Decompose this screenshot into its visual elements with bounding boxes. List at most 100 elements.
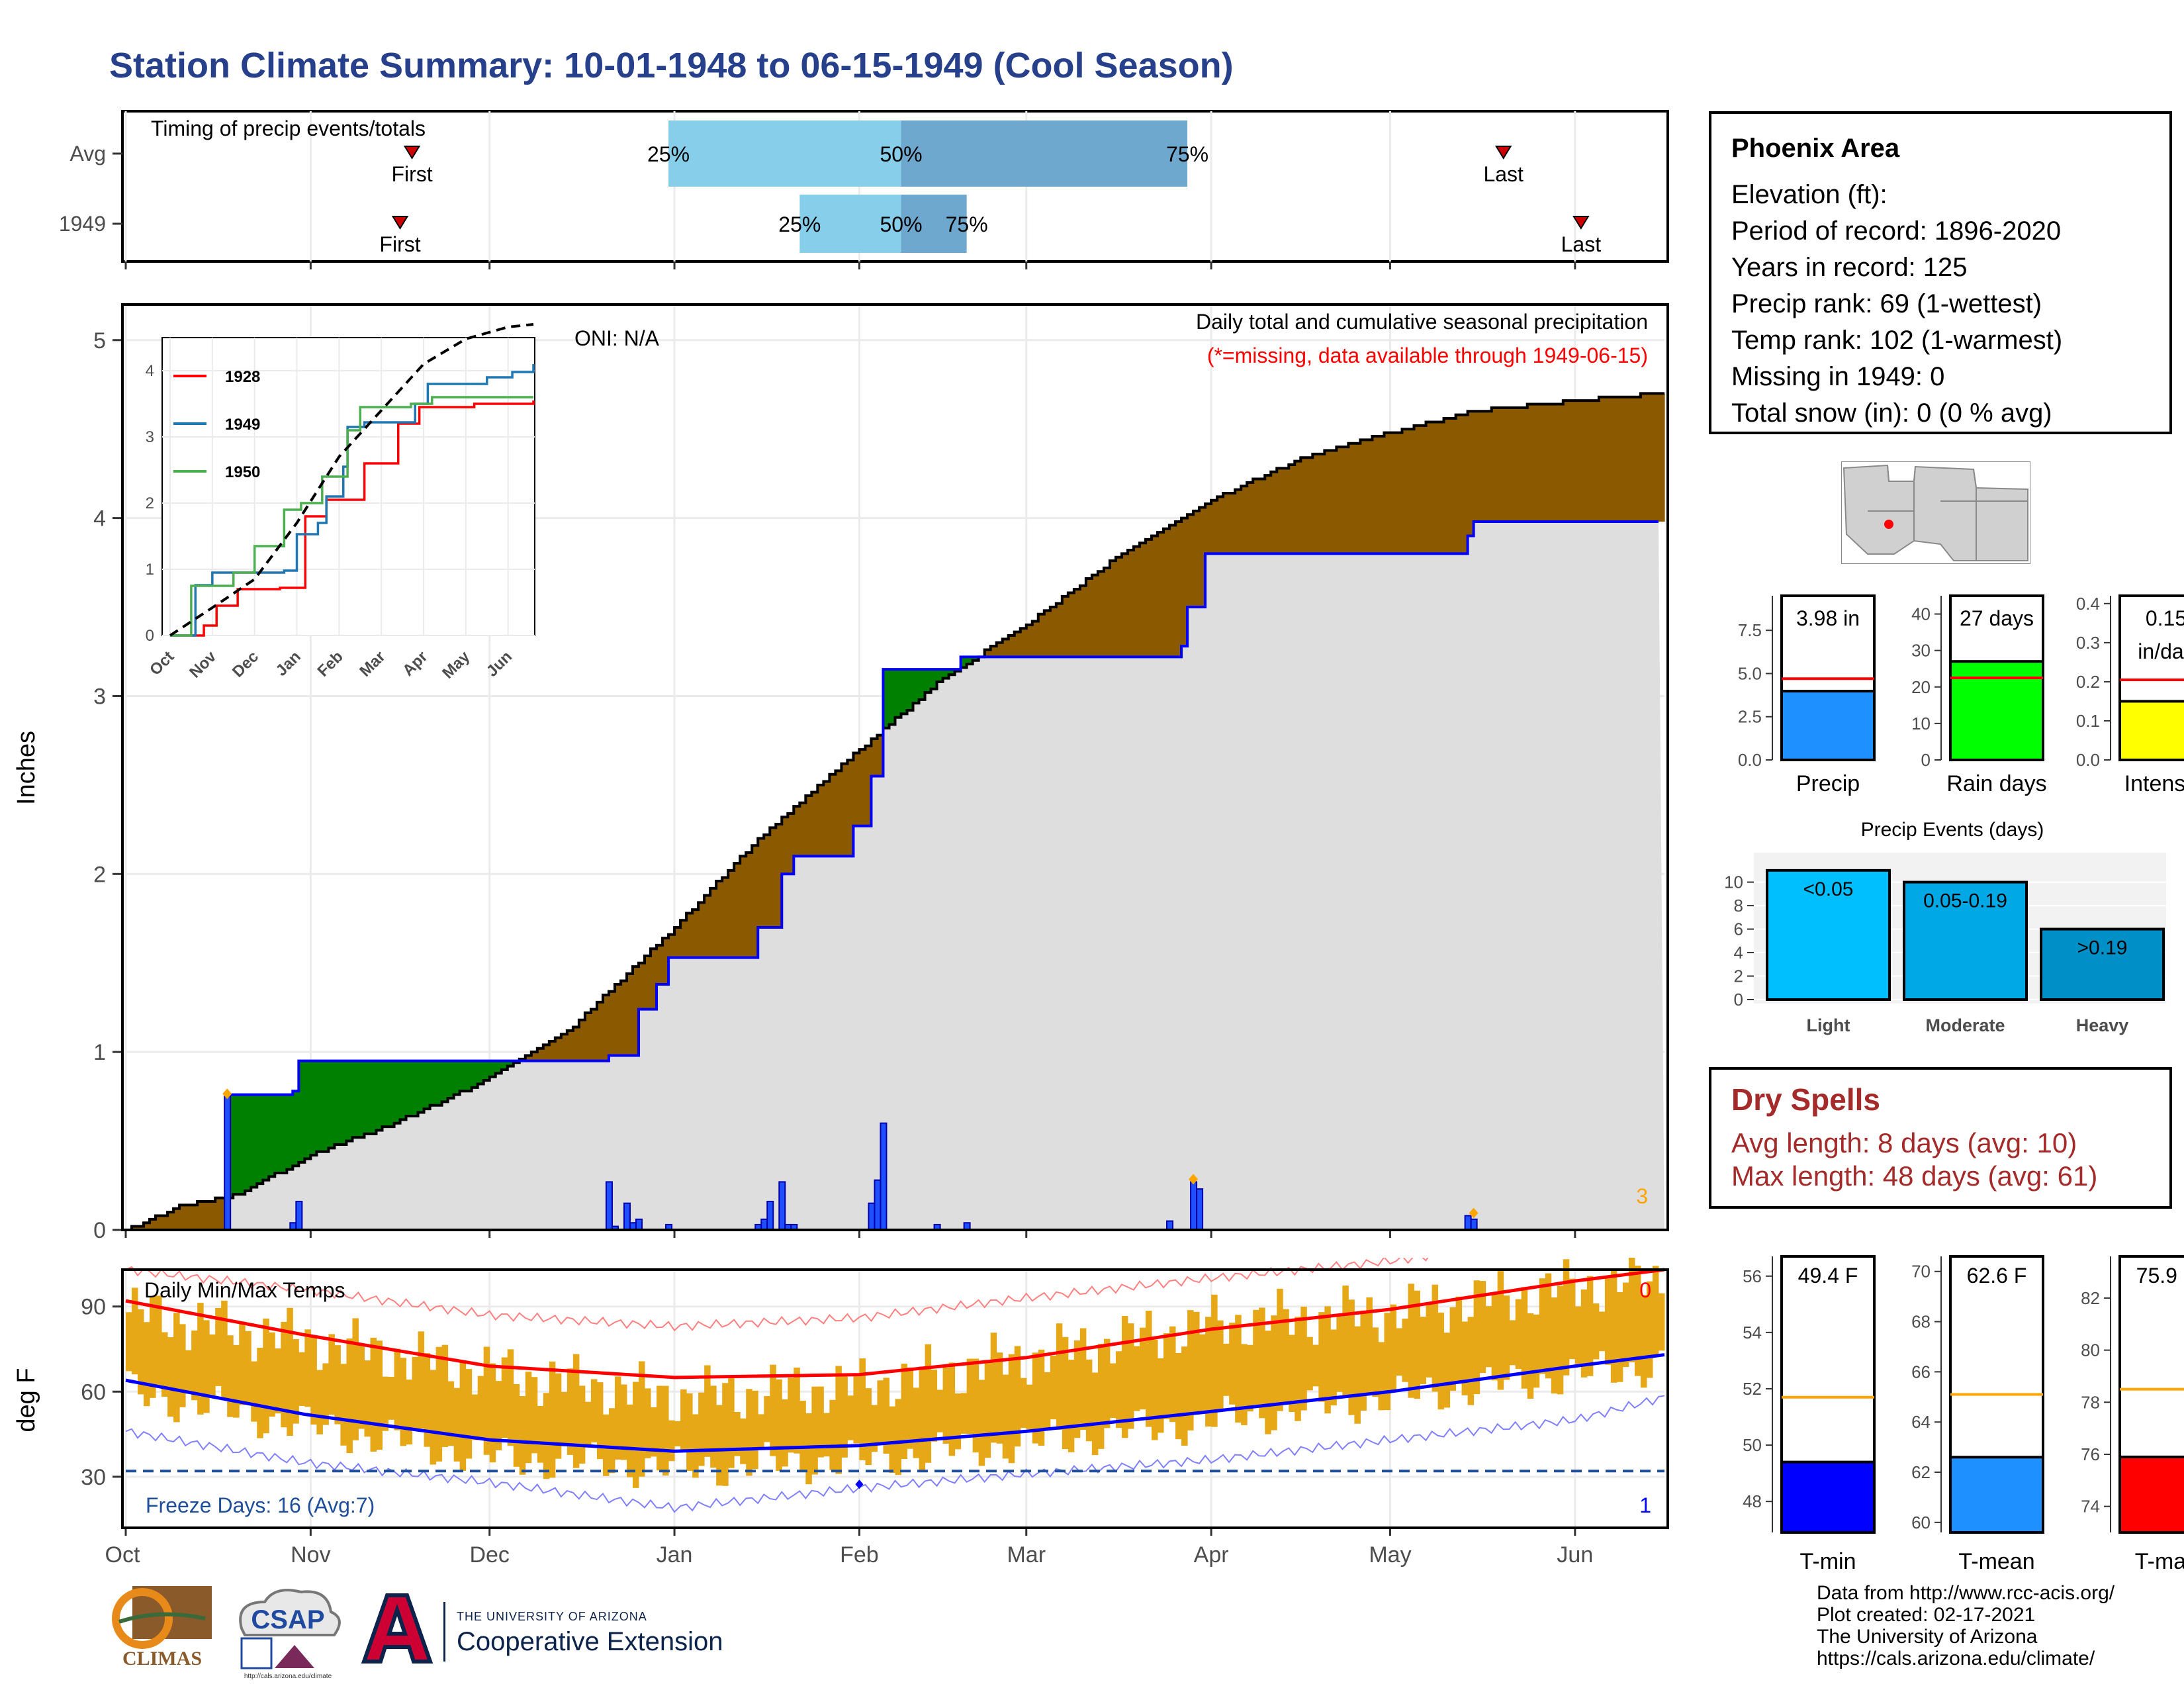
precip-events-chart: Precip Events (days) 0 2 4 6 8 10 <0.05 Light 0.0…	[1724, 819, 2166, 1035]
events-y-tick-label: 10	[1724, 872, 1743, 892]
daily-temp-bar	[1312, 1344, 1319, 1387]
summary-y-tick-label: 76	[2081, 1444, 2100, 1464]
deficit-fill	[1533, 404, 1540, 522]
deficit-fill	[561, 1034, 568, 1061]
daily-temp-bar	[907, 1367, 914, 1449]
surplus-fill	[394, 1060, 401, 1123]
daily-temp-bar	[1533, 1314, 1540, 1388]
deficit-fill	[1414, 425, 1421, 554]
surplus-fill	[942, 669, 950, 679]
temp-summary-chart: 48 50 52 54 56 49.4 F T-min 60 62 64 66 68 70 62.6 F T…	[1743, 1255, 2184, 1574]
summary-bar	[1949, 1456, 2044, 1534]
surplus-fill	[281, 1094, 287, 1173]
deficit-fill	[531, 1052, 538, 1061]
daily-temp-bar	[1008, 1354, 1015, 1464]
daily-temp-bar	[960, 1393, 968, 1434]
summary-y-tick-label: 70	[1911, 1262, 1931, 1282]
daily-temp-bar	[823, 1413, 830, 1457]
daily-temp-bar	[1348, 1299, 1355, 1415]
daily-temp-bar	[567, 1368, 574, 1455]
daily-temp-bar	[871, 1405, 878, 1452]
surplus-fill	[465, 1060, 473, 1092]
deficit-fill	[1461, 414, 1469, 554]
daily-temp-bar	[531, 1377, 538, 1454]
inset-legend-label: 1949	[225, 416, 260, 434]
average-min-line	[125, 1353, 1665, 1453]
summary-value-label: 75.9 F	[2136, 1264, 2184, 1288]
deficit-fill	[1318, 453, 1325, 554]
daily-temp-bar	[519, 1395, 526, 1475]
timing-p25-label: 25%	[647, 142, 690, 166]
daily-temp-bar	[1461, 1321, 1469, 1395]
station-info-box: Phoenix Area Elevation (ft): Period of r…	[1709, 111, 2172, 434]
missing-marker	[222, 1088, 232, 1100]
daily-temp-bar	[728, 1378, 735, 1468]
surplus-fill	[239, 1094, 246, 1195]
daily-temp-bar	[1318, 1312, 1325, 1402]
daily-temp-bar	[173, 1313, 180, 1423]
daily-temp-bar	[1384, 1313, 1390, 1411]
deficit-fill	[1485, 411, 1492, 522]
deficit-fill	[144, 1223, 150, 1230]
daily-precip-bar	[295, 1200, 303, 1231]
daily-temp-bar	[1277, 1288, 1283, 1411]
station-years: Years in record: 125	[1731, 253, 1968, 282]
summary-y-tick-label: 0.4	[2076, 594, 2100, 614]
daily-temp-bar	[221, 1300, 228, 1399]
deficit-fill	[1336, 447, 1343, 554]
daily-temp-bar	[805, 1413, 812, 1485]
precip-y-tick-label: 2	[93, 862, 106, 887]
deficit-fill	[1169, 525, 1176, 657]
credit-university: The University of Arizona	[1817, 1626, 2038, 1648]
deficit-fill	[1443, 418, 1451, 554]
daily-temp-bar	[388, 1376, 395, 1420]
inset-series-line	[170, 396, 533, 637]
deficit-fill	[811, 792, 818, 857]
surplus-fill	[412, 1060, 419, 1116]
deficit-fill	[710, 888, 717, 958]
daily-temp-bar	[1115, 1351, 1122, 1429]
temp-x-tick-label: Nov	[291, 1542, 330, 1568]
summary-y-tick-label: 48	[1743, 1491, 1762, 1511]
daily-temp-bar	[465, 1369, 473, 1459]
daily-temp-bar	[1563, 1259, 1570, 1376]
daily-temp-bar	[322, 1363, 329, 1425]
deficit-fill	[1408, 429, 1415, 554]
daily-precip-bar	[605, 1181, 613, 1231]
surplus-fill	[936, 669, 944, 682]
deficit-fill	[1289, 464, 1295, 554]
daily-temp-bar	[1062, 1336, 1069, 1450]
timing-event-marker	[391, 216, 409, 230]
summary-y-tick-label: 52	[1743, 1379, 1762, 1399]
climas-logo: CLIMAS	[112, 1586, 212, 1669]
daily-temp-bar	[686, 1393, 693, 1472]
deficit-fill	[1634, 397, 1641, 522]
daily-temp-bar	[1634, 1265, 1641, 1376]
deficit-fill	[1521, 407, 1528, 522]
daily-temp-bar	[799, 1401, 806, 1472]
summary-y-tick-label: 0.2	[2076, 672, 2100, 692]
surplus-fill	[322, 1060, 329, 1152]
daily-temp-bar	[632, 1382, 639, 1488]
deficit-fill	[1580, 400, 1588, 522]
daily-temp-bar	[1163, 1333, 1170, 1419]
deficit-fill	[1312, 453, 1319, 554]
daily-temp-bar	[298, 1352, 305, 1406]
summary-y-tick-label: 10	[1911, 714, 1931, 733]
deficit-fill	[1563, 400, 1570, 522]
summary-y-tick-label: 50	[1743, 1435, 1762, 1455]
daily-precip-bar	[766, 1200, 774, 1231]
daily-temp-bar	[1610, 1268, 1617, 1383]
daily-temp-bar	[990, 1333, 997, 1443]
daily-temp-bar	[340, 1364, 347, 1446]
daily-temp-bar	[471, 1394, 478, 1440]
daily-temp-bar	[978, 1380, 985, 1466]
inset-legend-label: 1950	[225, 463, 260, 481]
surplus-fill	[364, 1060, 371, 1134]
deficit-fill	[1652, 393, 1659, 522]
daily-temp-bar	[1283, 1309, 1289, 1402]
surplus-fill	[430, 1060, 437, 1105]
station-location-dot	[1884, 520, 1893, 529]
surplus-fill	[406, 1060, 413, 1116]
events-category-label: Light	[1807, 1015, 1850, 1035]
